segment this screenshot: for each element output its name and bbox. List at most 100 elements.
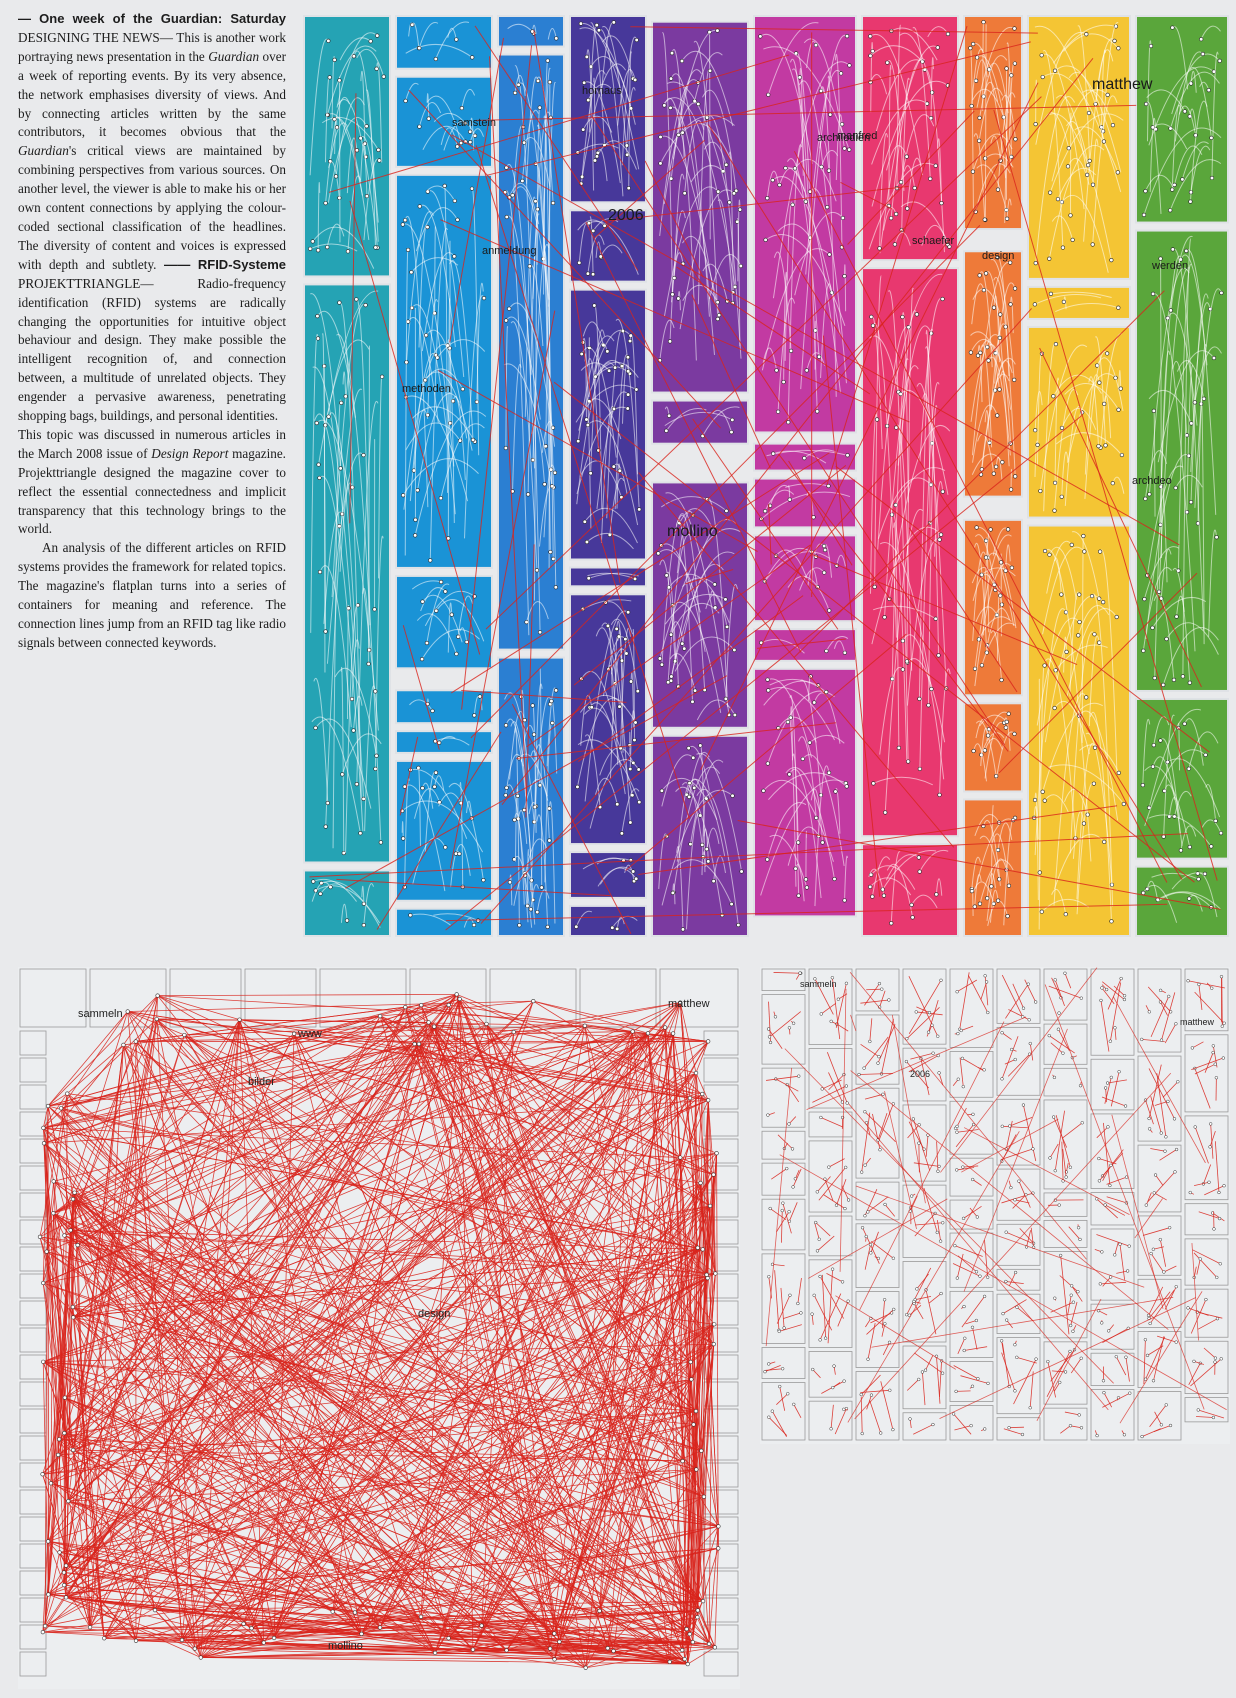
connection-arc	[424, 590, 475, 627]
red-connection	[1145, 1192, 1152, 1206]
red-connection	[964, 1346, 988, 1351]
red-connection	[691, 1343, 715, 1380]
red-connection	[1001, 1036, 1019, 1079]
connection-arc	[317, 310, 356, 418]
keyword-node	[775, 409, 781, 414]
keyword-node	[62, 1582, 67, 1588]
connection-arc	[1143, 546, 1180, 600]
connection-arc	[937, 138, 942, 204]
red-connection	[1001, 1032, 1012, 1040]
red-connection	[239, 1019, 420, 1045]
connection-arc	[834, 54, 843, 248]
red-connection	[46, 1251, 74, 1318]
keyword-node	[1068, 1165, 1073, 1169]
keyword-node	[633, 720, 638, 725]
connection-arc	[844, 855, 849, 901]
keyword-node	[820, 1087, 824, 1091]
keyword-node	[520, 178, 525, 183]
red-connection	[1156, 1073, 1167, 1137]
keyword-node	[416, 1041, 422, 1047]
red-connection	[48, 1548, 719, 1595]
keyword-node	[935, 45, 940, 50]
keyword-node	[154, 1016, 159, 1022]
keyword-node	[995, 255, 1000, 260]
connection-arc	[435, 21, 470, 60]
connection-arc	[868, 868, 885, 896]
keyword-node	[956, 1031, 960, 1036]
keyword-node	[617, 704, 622, 709]
keyword-node	[472, 133, 478, 138]
keyword-node	[1164, 1135, 1168, 1139]
connection-arc	[602, 636, 626, 697]
keyword-node	[1013, 1343, 1017, 1347]
connection-arc	[990, 135, 1002, 161]
connection-arc	[879, 45, 938, 254]
keyword-node	[696, 101, 701, 107]
keyword-node	[586, 98, 591, 103]
keyword-node	[1078, 1084, 1083, 1088]
connection-arc	[805, 831, 808, 880]
red-connection	[630, 26, 1038, 34]
keyword-node	[1070, 237, 1075, 242]
connection-arc	[713, 855, 726, 882]
keyword-node	[910, 915, 915, 920]
red-connection	[861, 1112, 871, 1173]
red-connection	[993, 109, 1218, 881]
connection-arc	[418, 22, 439, 49]
red-connection	[870, 1241, 894, 1259]
connection-arc	[435, 737, 470, 746]
keyword-node	[1156, 589, 1162, 594]
keyword-node	[785, 719, 790, 725]
keyword-node	[359, 1631, 364, 1636]
keyword-node	[507, 306, 512, 311]
connection-arc	[766, 802, 807, 860]
red-connection	[47, 1006, 406, 1107]
red-connection	[77, 1244, 449, 1639]
red-connection	[127, 1011, 381, 1628]
connection-arc	[1092, 138, 1099, 185]
red-connection	[585, 1628, 687, 1669]
connection-arc	[659, 79, 699, 236]
article-box	[1184, 1034, 1229, 1113]
keyword-node	[408, 913, 413, 918]
keyword-node	[984, 980, 989, 984]
red-connection	[700, 1182, 715, 1345]
red-connection	[156, 995, 158, 1020]
red-connection	[1157, 1335, 1177, 1343]
connection-arc	[1186, 365, 1194, 513]
keyword-node	[1004, 719, 1009, 725]
keyword-node	[454, 37, 459, 42]
keyword-node	[1188, 499, 1194, 505]
connection-arc	[663, 102, 699, 205]
keyword-node	[887, 998, 891, 1002]
keyword-node	[690, 1639, 695, 1645]
keyword-node	[834, 1203, 839, 1207]
connection-arc	[1034, 25, 1090, 114]
keyword-node	[937, 1071, 941, 1075]
red-connection	[1150, 996, 1170, 1038]
connection-arc	[1034, 391, 1043, 431]
keyword-node	[969, 103, 974, 109]
keyword-node	[381, 74, 386, 79]
keyword-node	[645, 1031, 651, 1036]
article-box	[1090, 1228, 1135, 1301]
keyword-node	[1172, 182, 1177, 188]
red-connection	[273, 1033, 295, 1639]
connection-arc	[505, 326, 509, 449]
keyword-node	[531, 732, 537, 737]
red-connection	[1150, 1096, 1162, 1134]
red-connection	[768, 1028, 783, 1049]
red-connection	[414, 1040, 709, 1045]
connection-arc	[1088, 635, 1100, 727]
keyword-node	[1052, 508, 1057, 513]
article-box	[949, 1157, 994, 1197]
red-connection	[1191, 1243, 1199, 1341]
red-connection	[156, 1018, 714, 1176]
keyword-node	[1063, 971, 1067, 975]
red-connection	[1050, 1042, 1064, 1054]
red-connection	[913, 1424, 934, 1435]
red-connection	[1016, 1356, 1037, 1364]
red-connection	[834, 1408, 847, 1435]
red-connection	[65, 1273, 716, 1598]
red-connection	[47, 1105, 694, 1643]
